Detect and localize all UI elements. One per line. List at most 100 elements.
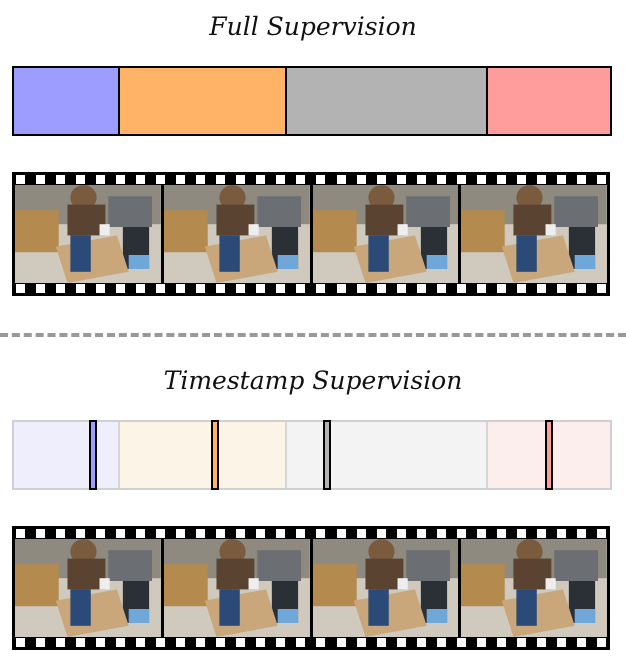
sprocket-hole (596, 529, 606, 538)
sprocket-hole (296, 284, 306, 293)
sprocket-hole (356, 529, 366, 538)
sprocket-hole (276, 529, 286, 538)
sprocket-hole (556, 284, 566, 293)
sprocket-hole (516, 638, 526, 647)
sprocket-hole (96, 638, 106, 647)
sprocket-hole (576, 175, 586, 184)
sprocket-holes-bottom (16, 284, 606, 293)
sprocket-hole (176, 529, 186, 538)
action-segment-3 (285, 422, 487, 488)
sprocket-hole (136, 284, 146, 293)
sprocket-hole (276, 638, 286, 647)
action-segment-2 (118, 68, 286, 134)
video-frame-3 (312, 185, 459, 283)
video-frame-1 (15, 539, 161, 637)
sprocket-hole (316, 175, 326, 184)
sprocket-hole (96, 284, 106, 293)
sprocket-holes-bottom (16, 638, 606, 647)
sprocket-hole (556, 529, 566, 538)
section-divider (0, 333, 626, 337)
sprocket-hole (396, 175, 406, 184)
timestamp-marker-2 (210, 420, 219, 490)
sprocket-hole (396, 284, 406, 293)
sprocket-hole (516, 284, 526, 293)
sprocket-hole (116, 638, 126, 647)
sprocket-hole (356, 638, 366, 647)
sprocket-hole (296, 529, 306, 538)
sprocket-hole (416, 175, 426, 184)
sprocket-hole (316, 638, 326, 647)
video-frame-4 (461, 539, 607, 637)
sprocket-hole (216, 638, 226, 647)
sprocket-hole (136, 529, 146, 538)
sprocket-hole (316, 284, 326, 293)
sprocket-hole (216, 175, 226, 184)
full-supervision-segment-bar (12, 66, 612, 136)
sprocket-hole (136, 638, 146, 647)
sprocket-hole (536, 284, 546, 293)
action-segment-1 (14, 422, 119, 488)
sprocket-hole (236, 638, 246, 647)
sprocket-hole (456, 529, 466, 538)
action-segment-4 (486, 68, 610, 134)
sprocket-hole (576, 284, 586, 293)
video-frames (15, 539, 607, 637)
sprocket-hole (116, 529, 126, 538)
sprocket-hole (536, 638, 546, 647)
sprocket-hole (396, 638, 406, 647)
sprocket-hole (56, 638, 66, 647)
sprocket-hole (256, 284, 266, 293)
timestamp-supervision-segment-bar (12, 420, 612, 490)
sprocket-hole (536, 529, 546, 538)
sprocket-hole (16, 529, 25, 538)
sprocket-hole (236, 529, 246, 538)
full-supervision-title: Full Supervision (209, 12, 417, 41)
sprocket-hole (236, 175, 246, 184)
sprocket-hole (276, 175, 286, 184)
sprocket-holes-top (16, 175, 606, 184)
sprocket-hole (76, 638, 86, 647)
sprocket-hole (336, 529, 346, 538)
sprocket-hole (476, 175, 486, 184)
sprocket-hole (596, 175, 606, 184)
sprocket-hole (216, 284, 226, 293)
video-frame-4 (461, 185, 607, 283)
sprocket-hole (116, 284, 126, 293)
sprocket-hole (496, 529, 506, 538)
sprocket-hole (516, 175, 526, 184)
action-segment-3 (285, 68, 487, 134)
sprocket-hole (36, 284, 46, 293)
sprocket-hole (96, 529, 106, 538)
sprocket-hole (256, 638, 266, 647)
sprocket-hole (356, 284, 366, 293)
sprocket-hole (196, 284, 206, 293)
sprocket-hole (376, 175, 386, 184)
sprocket-hole (196, 529, 206, 538)
sprocket-hole (156, 175, 166, 184)
sprocket-hole (76, 284, 86, 293)
sprocket-hole (496, 175, 506, 184)
sprocket-hole (416, 529, 426, 538)
sprocket-hole (156, 529, 166, 538)
sprocket-hole (556, 175, 566, 184)
sprocket-hole (496, 284, 506, 293)
sprocket-hole (136, 175, 146, 184)
sprocket-hole (456, 284, 466, 293)
action-segment-2 (118, 422, 286, 488)
sprocket-hole (36, 529, 46, 538)
filmstrip-top (12, 172, 610, 296)
filmstrip-bottom (12, 526, 610, 650)
sprocket-hole (196, 638, 206, 647)
sprocket-hole (416, 638, 426, 647)
sprocket-hole (456, 175, 466, 184)
sprocket-hole (236, 284, 246, 293)
sprocket-hole (276, 284, 286, 293)
sprocket-hole (356, 175, 366, 184)
sprocket-hole (36, 638, 46, 647)
sprocket-hole (556, 638, 566, 647)
sprocket-hole (156, 638, 166, 647)
sprocket-hole (596, 284, 606, 293)
sprocket-hole (116, 175, 126, 184)
action-segment-1 (14, 68, 119, 134)
sprocket-hole (76, 175, 86, 184)
